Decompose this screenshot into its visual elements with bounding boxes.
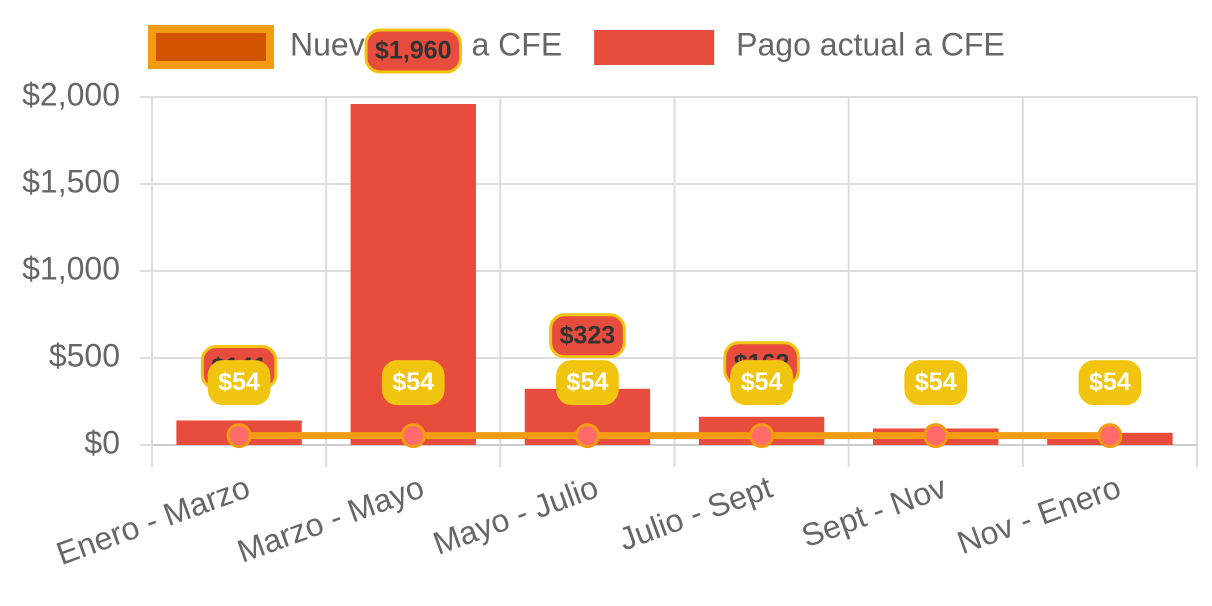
data-label: $54 (1078, 360, 1142, 406)
data-label-text: $323 (560, 321, 616, 349)
data-label-box (1078, 360, 1142, 406)
data-label-box (381, 360, 445, 406)
data-label-box (364, 28, 462, 74)
data-label-box (549, 313, 626, 359)
data-label: $1,960 (364, 28, 462, 74)
legend-label: Pago actual a CFE (736, 26, 1005, 62)
data-label-box (904, 360, 968, 406)
line-point (923, 423, 949, 449)
data-label-text: $54 (741, 368, 783, 396)
data-label-box (207, 360, 271, 406)
data-label-text: $54 (1089, 368, 1131, 396)
data-label: $54 (381, 360, 445, 406)
x-tick-label: Marzo - Mayo (232, 469, 428, 570)
x-tick-label: Julio - Sept (614, 469, 777, 558)
line-point (400, 423, 426, 449)
data-label: $54 (730, 360, 793, 406)
data-label-box (730, 360, 793, 406)
data-label-text: $54 (567, 368, 609, 396)
line-point (574, 423, 600, 449)
data-label-box (556, 360, 619, 406)
x-tick-label: Enero - Marzo (52, 469, 255, 572)
data-label-text: $54 (915, 368, 957, 396)
data-label: $54 (556, 360, 619, 406)
y-tick-label: $500 (49, 337, 120, 373)
y-tick-label: $2,000 (22, 76, 120, 112)
line-point (1097, 423, 1123, 449)
legend-swatch (594, 30, 715, 65)
data-label-text: $54 (218, 368, 260, 396)
y-tick-label: $0 (84, 424, 120, 460)
line-point (226, 423, 252, 449)
x-tick-label: Nov - Enero (952, 469, 1125, 561)
x-tick-label: Sept - Nov (797, 469, 951, 555)
y-tick-label: $1,500 (22, 163, 120, 199)
line-point (749, 423, 775, 449)
data-label-text: $54 (392, 368, 434, 396)
data-label: $54 (207, 360, 271, 406)
data-label: $323 (549, 313, 626, 359)
data-label-text: $1,960 (375, 37, 451, 65)
data-label: $54 (904, 360, 968, 406)
x-tick-label: Mayo - Julio (428, 469, 602, 562)
legend-swatch (148, 25, 274, 69)
y-tick-label: $1,000 (22, 250, 120, 286)
